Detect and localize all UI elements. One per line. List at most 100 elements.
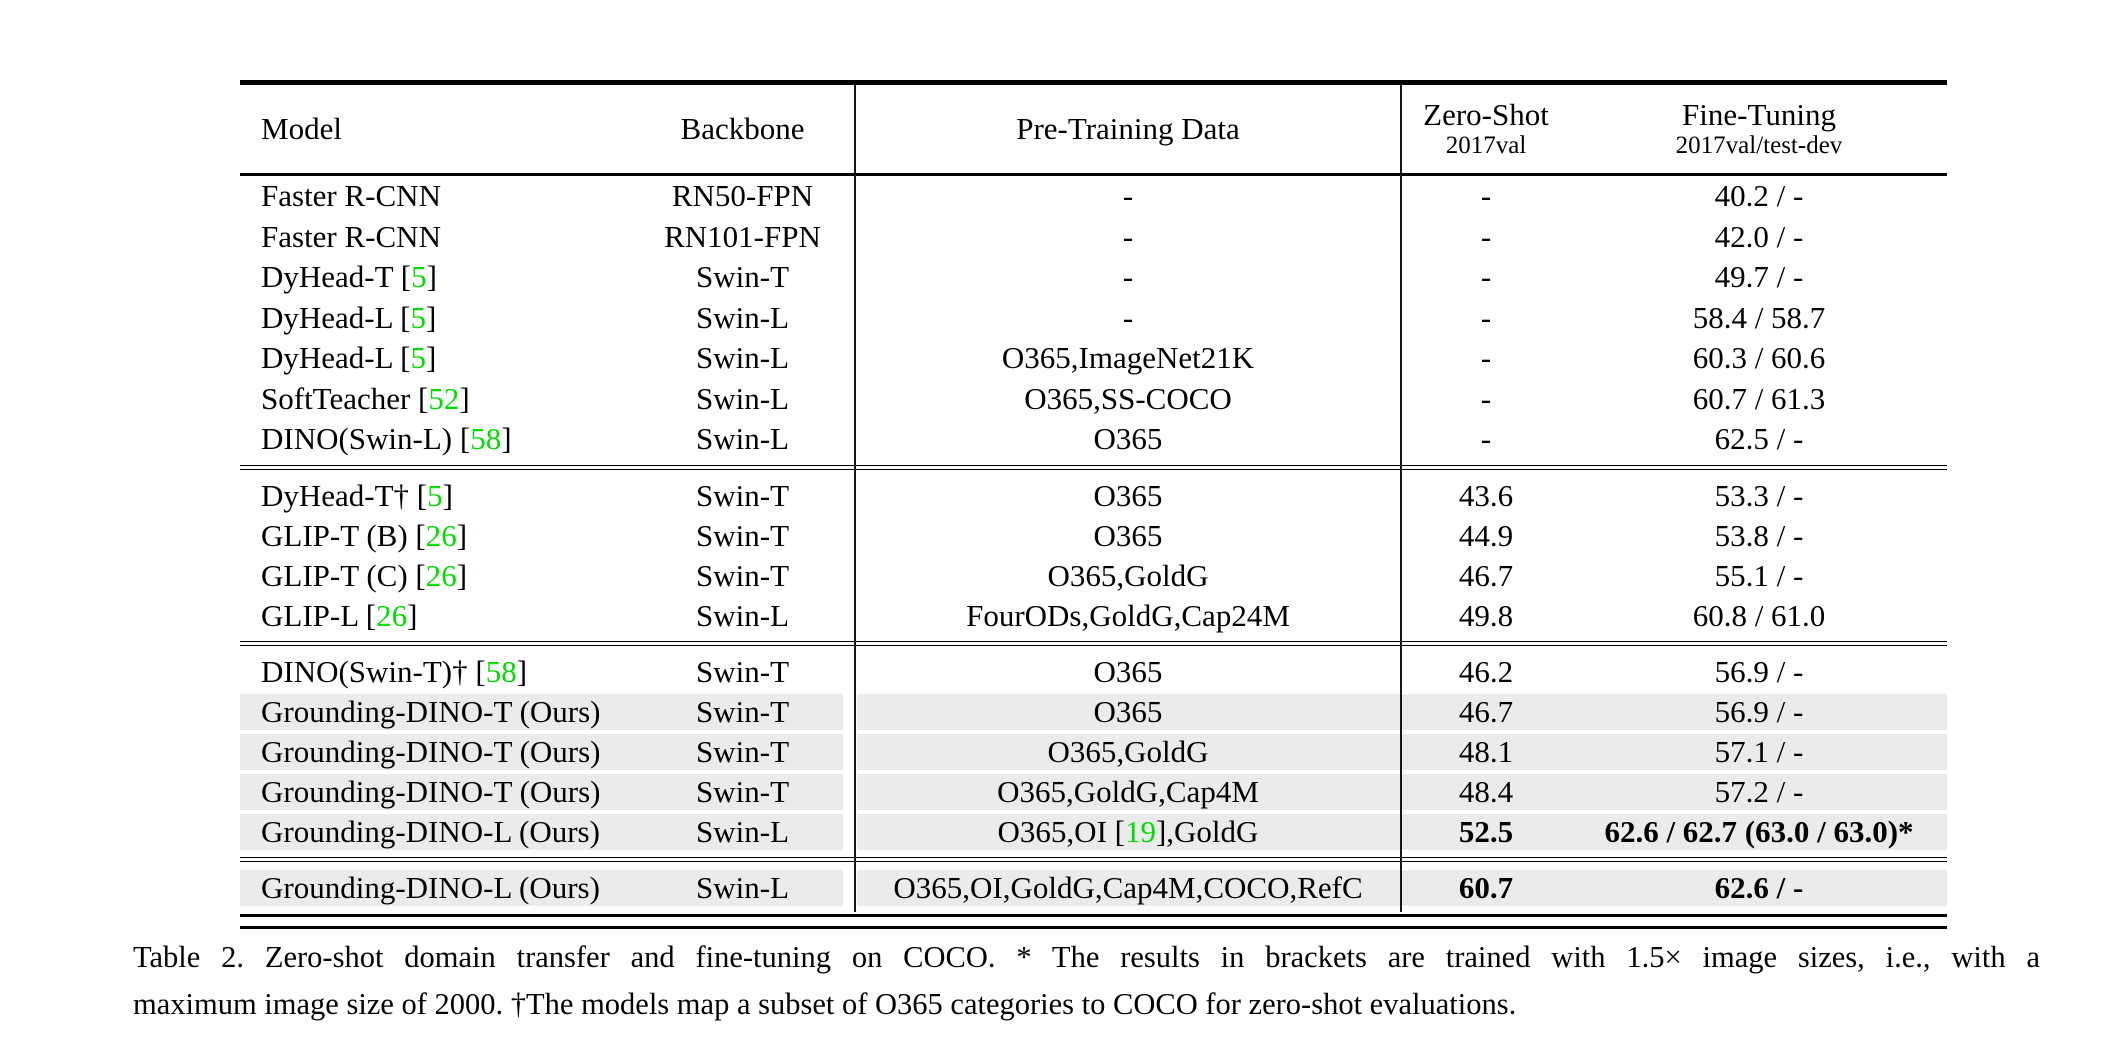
text-run: O365 — [1093, 421, 1163, 457]
table-row: Grounding-DINO-T (Ours) Swin-T O365,GoldG,… — [240, 772, 1947, 812]
text-run: Faster R-CNN — [261, 178, 441, 214]
text-run: O365 — [1093, 653, 1163, 689]
model-cell: DyHead-L [5] — [240, 298, 630, 339]
text-run: - — [1122, 178, 1134, 214]
model-cell: SoftTeacher [52] — [240, 379, 630, 420]
zeroshot-cell: 49.8 — [1458, 597, 1514, 633]
backbone-cell: Swin-T — [696, 653, 789, 689]
table-row: Faster R-CNN RN101-FPN - - 42.0 / - — [240, 217, 1947, 258]
model-cell: GLIP-L [26] — [240, 596, 630, 636]
model-cell: DyHead-T [5] — [240, 257, 630, 298]
finetune-cell: 62.5 / - — [1714, 421, 1804, 457]
zeroshot-cell: - — [1480, 259, 1492, 295]
backbone-cell: Swin-L — [696, 597, 789, 633]
backbone-cell: Swin-L — [696, 813, 789, 849]
backbone-cell: Swin-T — [696, 773, 789, 809]
pretrain-cell: O365,OI,GoldG,Cap4M,COCO,RefC — [855, 868, 1401, 908]
text-run: ] — [516, 653, 528, 689]
backbone-cell: Swin-T — [696, 517, 789, 553]
pretrain-cell: O365,OI [19],GoldG — [855, 812, 1401, 852]
text-run: ],GoldG — [1155, 813, 1259, 849]
text-run: ] — [456, 517, 468, 553]
text-run: Grounding-DINO-L (Ours) — [261, 869, 600, 905]
text-run: DyHead-L [ — [261, 340, 411, 376]
zeroshot-cell: - — [1480, 380, 1492, 416]
citation-number: 58 — [470, 421, 502, 457]
backbone-cell: Swin-L — [696, 380, 789, 416]
backbone-cell: Swin-T — [696, 693, 789, 729]
zeroshot-cell: 46.7 — [1458, 557, 1514, 593]
model-cell: DyHead-L [5] — [240, 338, 630, 379]
text-run: ] — [456, 557, 468, 593]
model-cell: DINO(Swin-L) [58] — [240, 419, 630, 460]
text-run: DyHead-T† [ — [261, 477, 428, 513]
header-finetune-sublabel: 2017val/test-dev — [1675, 132, 1843, 159]
citation-number: 52 — [428, 380, 460, 416]
finetune-cell: 42.0 / - — [1714, 218, 1804, 254]
pretrain-cell: - — [855, 176, 1401, 217]
table-row: SoftTeacher [52] Swin-L O365,SS-COCO - 60.7 … — [240, 379, 1947, 420]
zeroshot-cell: - — [1480, 340, 1492, 376]
text-run: - — [1122, 218, 1134, 254]
pretrain-cell: O365 — [855, 692, 1401, 732]
table-row: GLIP-T (C) [26] Swin-T O365,GoldG 46.7 55.1 … — [240, 556, 1947, 596]
table-row: DINO(Swin-T)† [58] Swin-T O365 46.2 56.9 / - — [240, 652, 1947, 692]
citation-number: 26 — [425, 517, 457, 553]
header-pretrain-label: Pre-Training Data — [1016, 111, 1240, 146]
text-run: O365,SS-COCO — [1024, 380, 1232, 416]
finetune-cell: 58.4 / 58.7 — [1692, 299, 1826, 335]
header-backbone: Backbone — [630, 85, 855, 173]
text-run: GLIP-L [ — [261, 597, 377, 633]
backbone-cell: Swin-T — [696, 557, 789, 593]
finetune-cell: 56.9 / - — [1714, 693, 1804, 729]
results-table: Model Backbone Pre-Training Data Zero-Sh… — [240, 80, 1947, 929]
citation-number: 5 — [410, 299, 426, 335]
citation-number: 19 — [1124, 813, 1156, 849]
pretrain-cell: O365,GoldG,Cap4M — [855, 772, 1401, 812]
zeroshot-cell: 60.7 — [1458, 869, 1514, 905]
header-zeroshot-label: Zero-Shot — [1423, 97, 1549, 132]
row-highlight-left — [240, 773, 843, 810]
pretrain-cell: FourODs,GoldG,Cap24M — [855, 596, 1401, 636]
zeroshot-cell: 48.4 — [1458, 773, 1514, 809]
finetune-cell: 53.3 / - — [1714, 477, 1804, 513]
row-highlight-left — [240, 693, 843, 730]
table-row: Grounding-DINO-T (Ours) Swin-T O365 46.7 56.… — [240, 692, 1947, 732]
table-row: DyHead-T [5] Swin-T - - 49.7 / - — [240, 257, 1947, 298]
zeroshot-cell: - — [1480, 299, 1492, 335]
finetune-cell: 55.1 / - — [1714, 557, 1804, 593]
table-row: Grounding-DINO-L (Ours) Swin-L O365,OI,Gol… — [240, 868, 1947, 908]
finetune-cell: 62.6 / - — [1714, 869, 1804, 905]
finetune-cell: 60.3 / 60.6 — [1692, 340, 1826, 376]
finetune-cell: 60.7 / 61.3 — [1692, 380, 1826, 416]
text-run: O365,OI [ — [997, 813, 1125, 849]
model-cell: Grounding-DINO-T (Ours) — [240, 732, 630, 772]
text-run: O365,GoldG — [1047, 557, 1209, 593]
zeroshot-cell: 46.2 — [1458, 653, 1514, 689]
model-cell: DINO(Swin-T)† [58] — [240, 652, 630, 692]
pretrain-cell: O365 — [855, 652, 1401, 692]
finetune-cell: 49.7 / - — [1714, 259, 1804, 295]
citation-number: 5 — [410, 340, 426, 376]
text-run: FourODs,GoldG,Cap24M — [966, 597, 1290, 633]
model-cell: GLIP-T (B) [26] — [240, 516, 630, 556]
table-caption: Table 2. Zero-shot domain transfer and f… — [133, 934, 2040, 1028]
row-highlight-left — [240, 813, 843, 850]
caption-line-1: Table 2. Zero-shot domain transfer and f… — [133, 940, 2040, 974]
text-run: ] — [407, 597, 418, 633]
header-model-label: Model — [261, 111, 342, 146]
citation-number: 58 — [485, 653, 517, 689]
vertical-rule-pretrain-zeroshot — [1400, 85, 1403, 912]
model-cell: GLIP-T (C) [26] — [240, 556, 630, 596]
pretrain-cell: O365,GoldG — [855, 556, 1401, 596]
backbone-cell: Swin-L — [696, 299, 789, 335]
header-pretrain: Pre-Training Data — [855, 85, 1401, 173]
table-row: DyHead-L [5] Swin-L O365,ImageNet21K - 60.3 … — [240, 338, 1947, 379]
text-run: Faster R-CNN — [261, 218, 441, 254]
pretrain-cell: - — [855, 217, 1401, 258]
section-separator — [240, 460, 1947, 476]
zeroshot-cell: 44.9 — [1458, 517, 1514, 553]
vertical-rule-backbone-pretrain — [854, 85, 857, 912]
text-run: ] — [459, 380, 470, 416]
caption-line-2: maximum image size of 2000. †The models … — [133, 987, 1517, 1021]
